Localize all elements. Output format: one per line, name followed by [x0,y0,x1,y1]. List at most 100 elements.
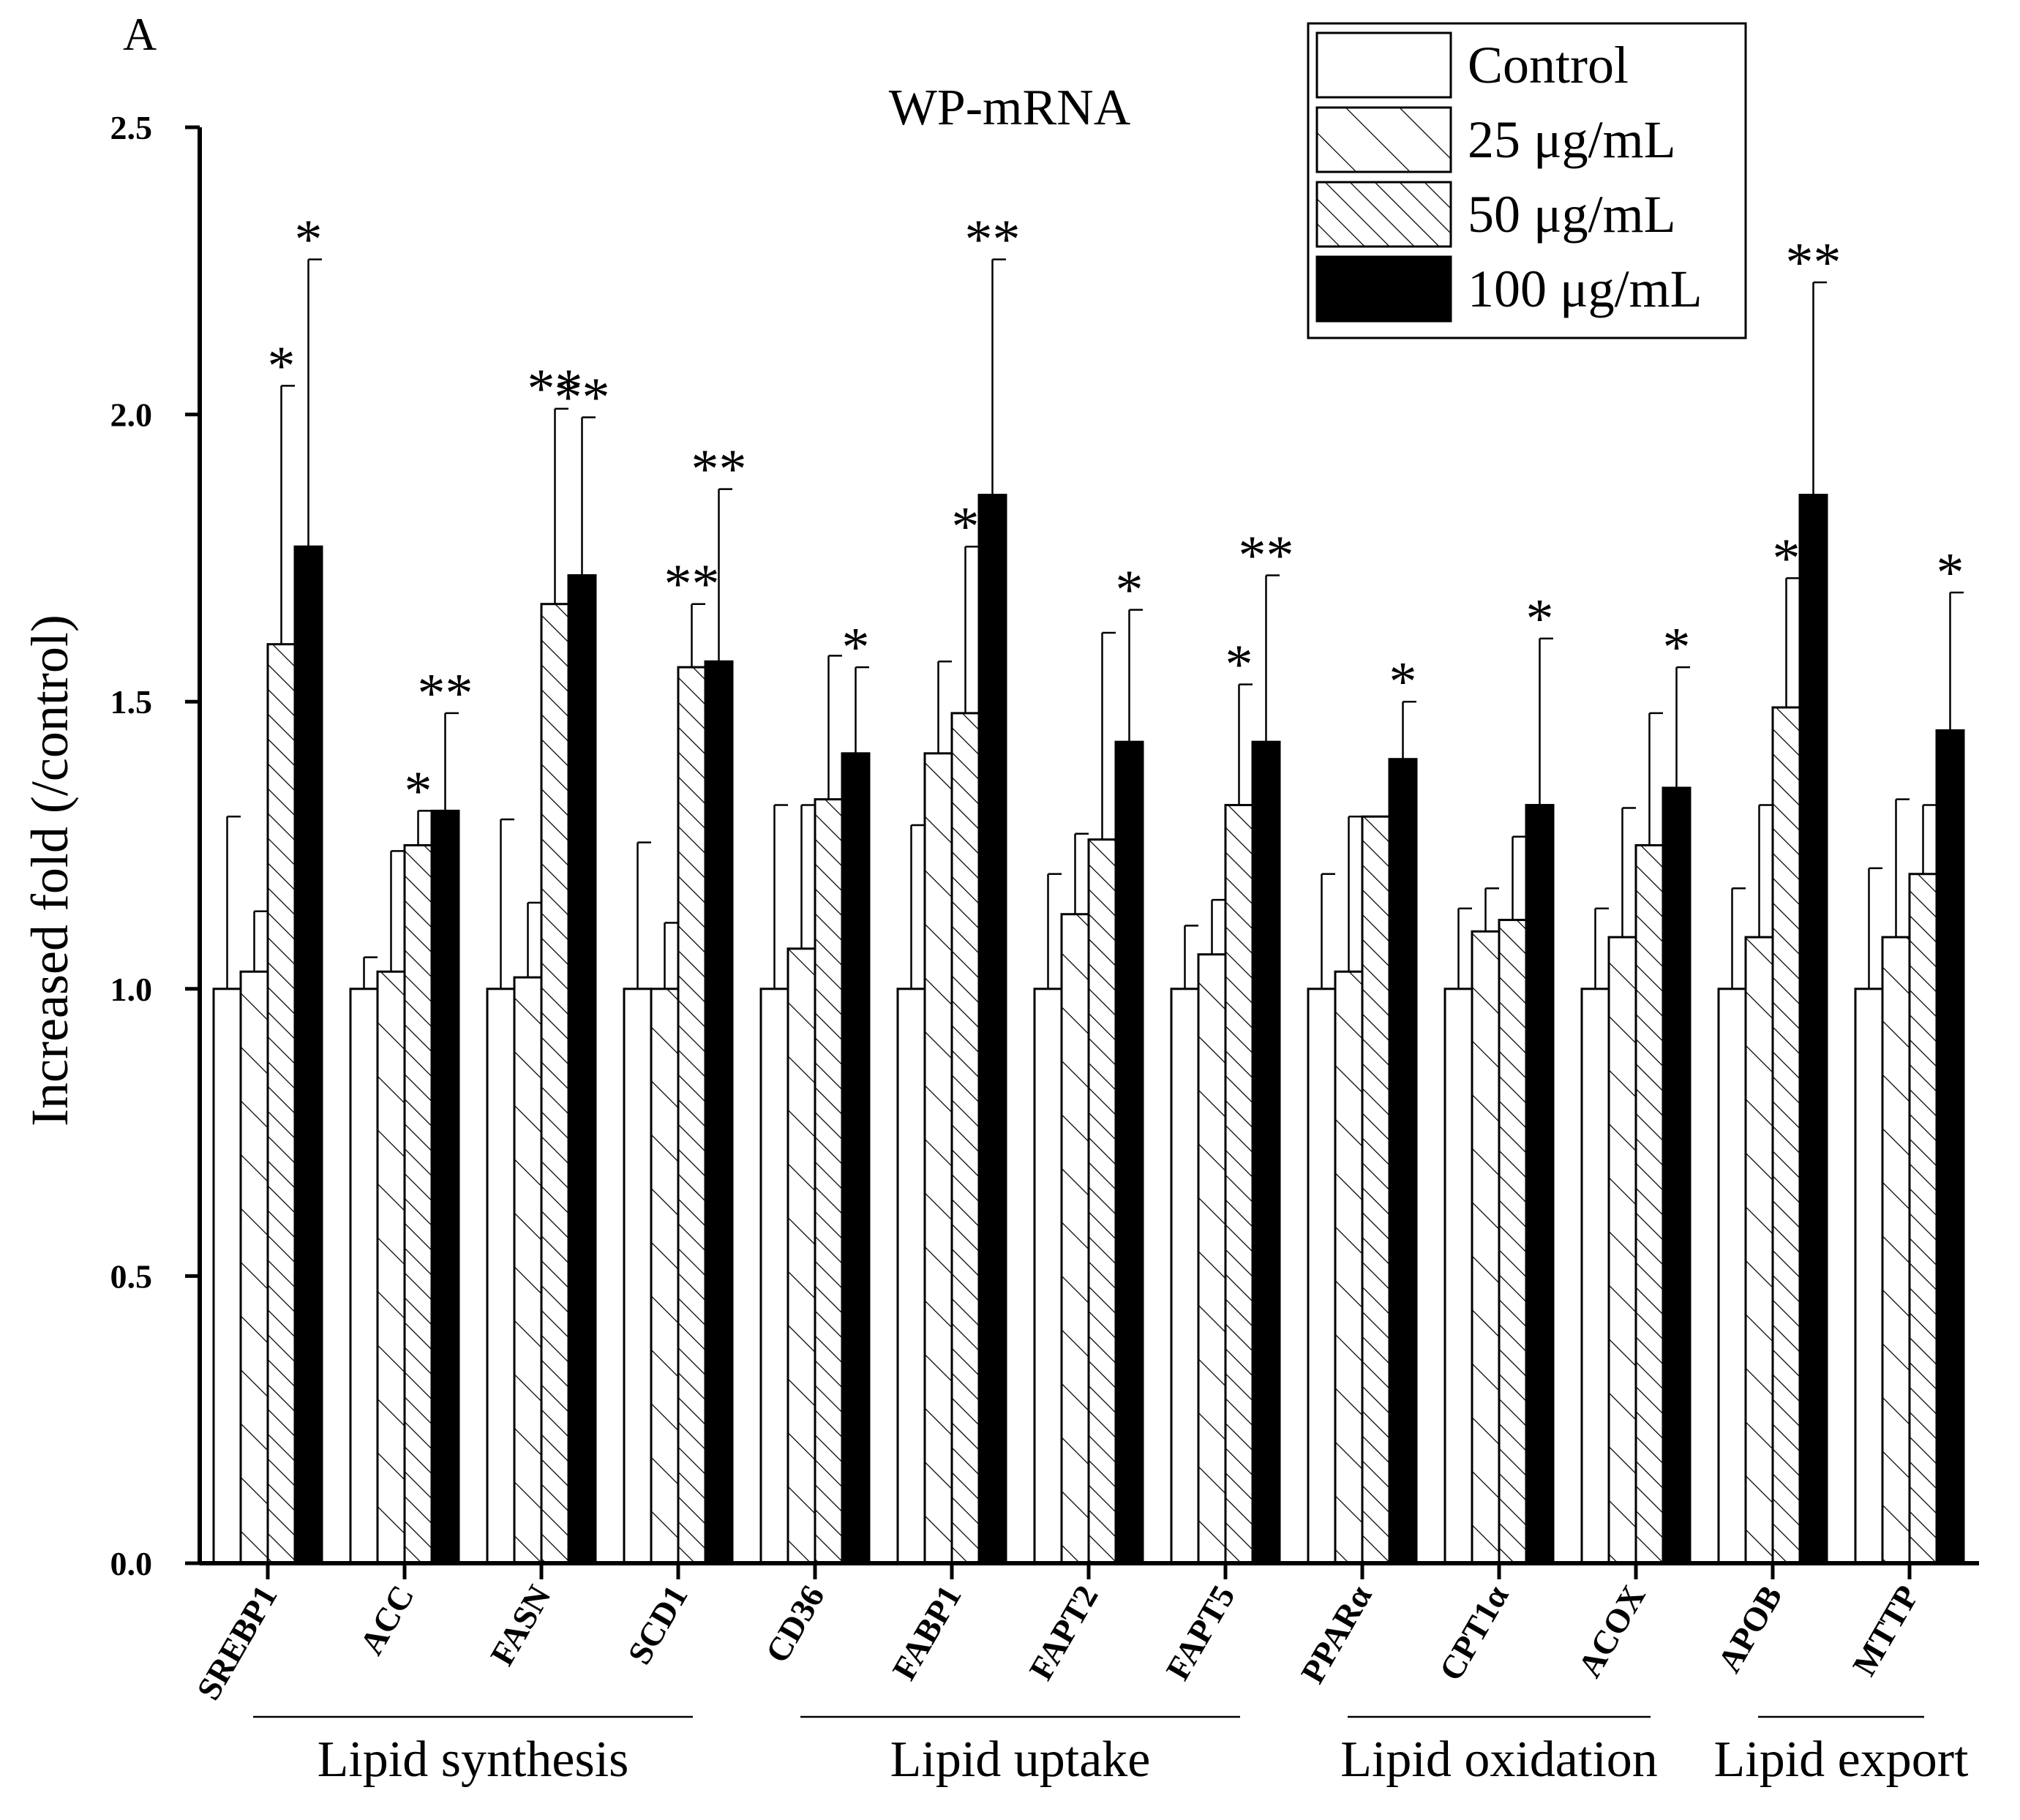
bar [677,666,707,1565]
bar [1634,844,1664,1565]
bar [1307,988,1337,1565]
group-label: Lipid oxidation [1340,1731,1658,1788]
bar [1033,988,1063,1565]
group-label: Lipid synthesis [318,1731,629,1788]
category-label: FAPT2 [1022,1579,1105,1686]
bar [239,970,269,1565]
bar [704,660,734,1565]
bar [1361,815,1391,1565]
significance-mark: * [268,335,296,396]
category-label: ACC [353,1579,421,1661]
bar [266,643,296,1565]
y-ticks-layer: 0.0 0.5 1.0 1.5 2.0 2.5 [110,109,200,1582]
significance-mark: * [295,209,323,271]
bar [950,712,980,1565]
bar [896,988,926,1565]
category-label: APOB [1711,1579,1790,1679]
legend-swatch [1315,106,1452,173]
bar [1798,494,1828,1565]
significance-mark: * [1225,634,1253,696]
significance-mark: ** [527,358,583,420]
bar [513,976,543,1565]
bar [1471,930,1501,1565]
bar [1854,988,1884,1565]
legend-label: Control [1468,36,1629,94]
legend-swatch [1315,181,1452,248]
bar [1580,988,1610,1565]
bars-layer [212,494,1965,1565]
y-tick-label: 2.5 [110,109,153,146]
bar [1251,740,1281,1565]
y-tick-label: 1.5 [110,683,153,721]
bar [1744,936,1774,1565]
legend-label: 100 μg/mL [1468,260,1702,318]
bar [212,988,242,1565]
bar [1087,838,1117,1565]
y-axis-label: Increased fold (/control) [20,614,79,1127]
bar [1525,804,1555,1565]
significance-mark: * [842,617,870,678]
bar [923,752,953,1565]
significance-mark: * [1389,651,1417,712]
x-ticks-layer: SREBP1 ACC FASN SCD1 CD36 FABP1 FAPT2 FAPT5 PPAR… [189,1563,1926,1706]
bar [977,494,1007,1565]
bar [814,798,844,1565]
significance-mark: ** [691,439,747,500]
bar [1771,706,1801,1565]
bar [430,809,460,1565]
group-labels-layer: Lipid synthesis Lipid uptake Lipid oxidati… [253,1715,1970,1788]
legend-swatch [1315,31,1452,99]
bar [1443,988,1473,1565]
category-label: MTTP [1845,1579,1926,1682]
category-label: ACOX [1571,1579,1653,1684]
bar [293,545,323,1565]
group-label: Lipid uptake [890,1731,1151,1788]
category-label: SREBP1 [189,1579,285,1707]
bar [403,844,433,1565]
bar [1498,919,1528,1565]
significance-mark: * [1937,542,1964,603]
bar [376,970,406,1565]
significance-mark: * [952,496,980,557]
category-label: FAPT5 [1159,1579,1242,1686]
legend: Control 25 μg/mL 50 μg/mL 100 μg/mL [1307,22,1747,339]
error-bars-layer [226,258,1964,989]
bar [1114,740,1144,1565]
bar [1935,729,1965,1565]
bar [1717,988,1747,1565]
bar [1881,936,1911,1565]
y-tick-label: 1.0 [110,971,153,1008]
y-tick-label: 2.0 [110,396,153,434]
y-tick-label: 0.5 [110,1257,153,1295]
bar [841,752,871,1565]
category-label: FASN [483,1579,558,1672]
panel-label: A [123,8,157,60]
significance-mark: * [1663,617,1691,678]
category-label: SCD1 [620,1579,695,1671]
legend-label: 50 μg/mL [1468,185,1676,244]
y-tick-label: 0.0 [110,1545,153,1582]
legend-swatch [1315,255,1452,323]
bar [1060,913,1090,1565]
significance-mark: * [1773,527,1801,589]
significance-layer: *********************** ***** [268,209,1964,822]
bar [540,603,570,1565]
significance-mark: * [1526,588,1554,650]
category-label: PPARα [1294,1579,1379,1689]
bar [1662,786,1692,1565]
group-label: Lipid export [1714,1731,1970,1788]
significance-mark: * [405,760,432,821]
chart-title: WP-mRNA [889,80,1131,136]
bar [1334,970,1364,1565]
bar [1197,953,1227,1565]
bar [1170,988,1200,1565]
bar [349,988,379,1565]
bar [1388,758,1418,1565]
category-label: CPT1α [1432,1579,1516,1687]
significance-mark: ** [555,367,610,429]
significance-mark: * [1116,560,1144,621]
category-label: CD36 [758,1579,831,1669]
bar [759,988,789,1565]
significance-mark: ** [965,209,1021,271]
